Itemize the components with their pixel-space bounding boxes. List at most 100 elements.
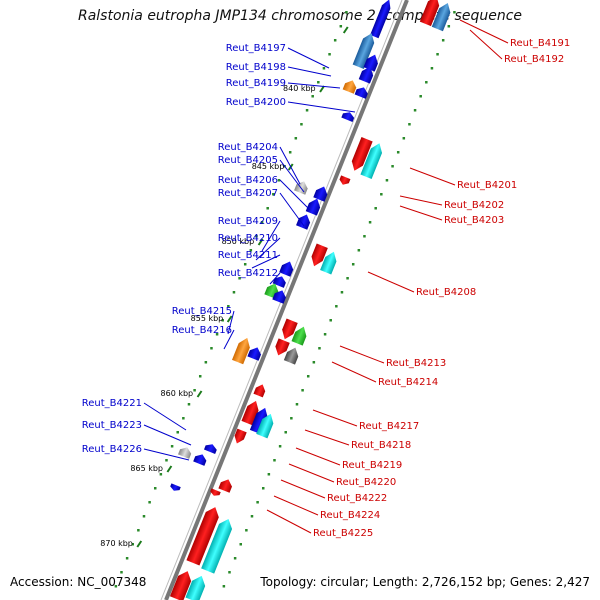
track-dot: [385, 179, 389, 182]
gene-label-right[interactable]: Reut_B4222: [327, 493, 387, 504]
gene-blue-shape: [272, 290, 286, 304]
gene-red: [234, 428, 247, 444]
gene-cyan-shape: [320, 251, 337, 275]
track-dot: [306, 375, 310, 378]
leader-line-right: [399, 195, 443, 206]
gene-label-right[interactable]: Reut_B4203: [444, 215, 504, 226]
track-dot: [335, 305, 338, 308]
gene-label-left[interactable]: Reut_B4223: [82, 420, 142, 431]
gene-label-left[interactable]: Reut_B4216: [172, 325, 232, 336]
gene-label-left[interactable]: Reut_B4210: [218, 233, 278, 244]
gene-label-left[interactable]: Reut_B4207: [218, 188, 278, 199]
gene-blue: [279, 261, 294, 277]
gene-red-shape: [169, 571, 192, 600]
leader-line-left: [279, 159, 305, 193]
track-dot: [182, 417, 185, 420]
gene-cyan-shape: [185, 575, 206, 600]
gene-label-right[interactable]: Reut_B4224: [320, 510, 380, 521]
leader-line-left: [279, 146, 301, 185]
track-dot: [312, 361, 316, 364]
gene-label-right[interactable]: Reut_B4218: [351, 440, 411, 451]
gene-label-left[interactable]: Reut_B4200: [226, 97, 286, 108]
gene-red-shape: [218, 479, 232, 493]
kbp-ticks: 840 kbp 845 kbp 850 kbp 855 kbp 860 kbp 865 k…: [100, 26, 349, 548]
track-dot: [284, 431, 287, 434]
track-dot: [193, 389, 196, 392]
gene-blue: [305, 198, 321, 216]
gene-cyan: [320, 251, 337, 275]
leader-line-left: [143, 402, 187, 431]
gene-blue-shape: [279, 261, 294, 277]
gene-label-left[interactable]: Reut_B4205: [218, 155, 278, 166]
gene-blue-shape: [363, 54, 378, 72]
gene-red-shape: [339, 175, 351, 185]
track-dot: [351, 263, 355, 266]
gene-dark-shape: [283, 347, 299, 365]
track-dot: [142, 515, 146, 518]
track-dot: [266, 207, 269, 210]
track-dot: [441, 39, 445, 42]
gene-label-right[interactable]: Reut_B4191: [510, 38, 570, 49]
gene-labels: Reut_B4197 Reut_B4198 Reut_B4199 Reut_B4200…: [82, 38, 570, 539]
track-dot: [368, 221, 372, 224]
gene-label-right[interactable]: Reut_B4225: [313, 528, 373, 539]
track-dot: [333, 39, 337, 42]
gene-gray-shape: [178, 447, 192, 459]
track-dot: [413, 109, 417, 112]
gene-label-left[interactable]: Reut_B4209: [218, 216, 278, 227]
gene-label-right[interactable]: Reut_B4220: [336, 477, 396, 488]
gene-label-left[interactable]: Reut_B4206: [218, 175, 278, 186]
gene-blue: [272, 276, 286, 288]
gene-blue: [193, 454, 207, 466]
leader-line-left: [287, 82, 341, 89]
track-dot: [419, 95, 422, 98]
gene-red-shape: [210, 488, 221, 496]
track-dot: [261, 487, 265, 490]
track-dot: [322, 67, 326, 70]
gene-label-left[interactable]: Reut_B4211: [218, 250, 278, 261]
gene-label-right[interactable]: Reut_B4214: [378, 377, 438, 388]
gene-label-right[interactable]: Reut_B4219: [342, 460, 402, 471]
gene-label-left[interactable]: Reut_B4215: [172, 306, 232, 317]
track-dot: [221, 319, 224, 322]
track-dot: [340, 291, 344, 294]
leader-line-right: [304, 429, 350, 446]
track-dot: [301, 389, 304, 392]
track-dot: [222, 585, 226, 588]
leader-line-left: [227, 310, 235, 335]
gene-blue: [272, 290, 286, 304]
leader-line-right: [469, 29, 503, 60]
leader-line-left: [279, 192, 305, 227]
gene-label-right[interactable]: Reut_B4208: [416, 287, 476, 298]
gene-green: [291, 326, 307, 346]
gene-label-right[interactable]: Reut_B4202: [444, 200, 504, 211]
leader-line-left: [287, 101, 356, 113]
leader-line-left: [261, 220, 281, 252]
gene-label-left[interactable]: Reut_B4204: [218, 142, 278, 153]
gene-label-right[interactable]: Reut_B4192: [504, 54, 564, 65]
leader-line-right: [295, 447, 341, 466]
gene-orange: [232, 337, 250, 365]
track-dot: [204, 361, 208, 364]
gene-label-left[interactable]: Reut_B4226: [82, 444, 142, 455]
gene-label-left[interactable]: Reut_B4198: [226, 62, 286, 73]
track-dot: [131, 543, 134, 546]
gene-label-right[interactable]: Reut_B4213: [386, 358, 446, 369]
gene-steel-shape: [352, 33, 375, 69]
track-dot: [294, 137, 298, 140]
gene-label-right[interactable]: Reut_B4201: [457, 180, 517, 191]
gene-cyan-shape: [201, 519, 233, 574]
gene-label-left[interactable]: Reut_B4199: [226, 78, 286, 89]
gene-label-left[interactable]: Reut_B4221: [82, 398, 142, 409]
gene-label-right[interactable]: Reut_B4217: [359, 421, 419, 432]
gene-orange: [342, 80, 357, 94]
gene-cyan: [201, 519, 233, 574]
gene-blue: [358, 66, 374, 84]
gene-blue: [170, 483, 181, 491]
track-dot: [323, 333, 327, 336]
gene-blue-shape: [203, 444, 217, 454]
gene-label-left[interactable]: Reut_B4212: [218, 268, 278, 279]
gene-label-left[interactable]: Reut_B4197: [226, 43, 286, 54]
kbp-tick: [196, 390, 203, 398]
track-dot: [328, 53, 331, 56]
